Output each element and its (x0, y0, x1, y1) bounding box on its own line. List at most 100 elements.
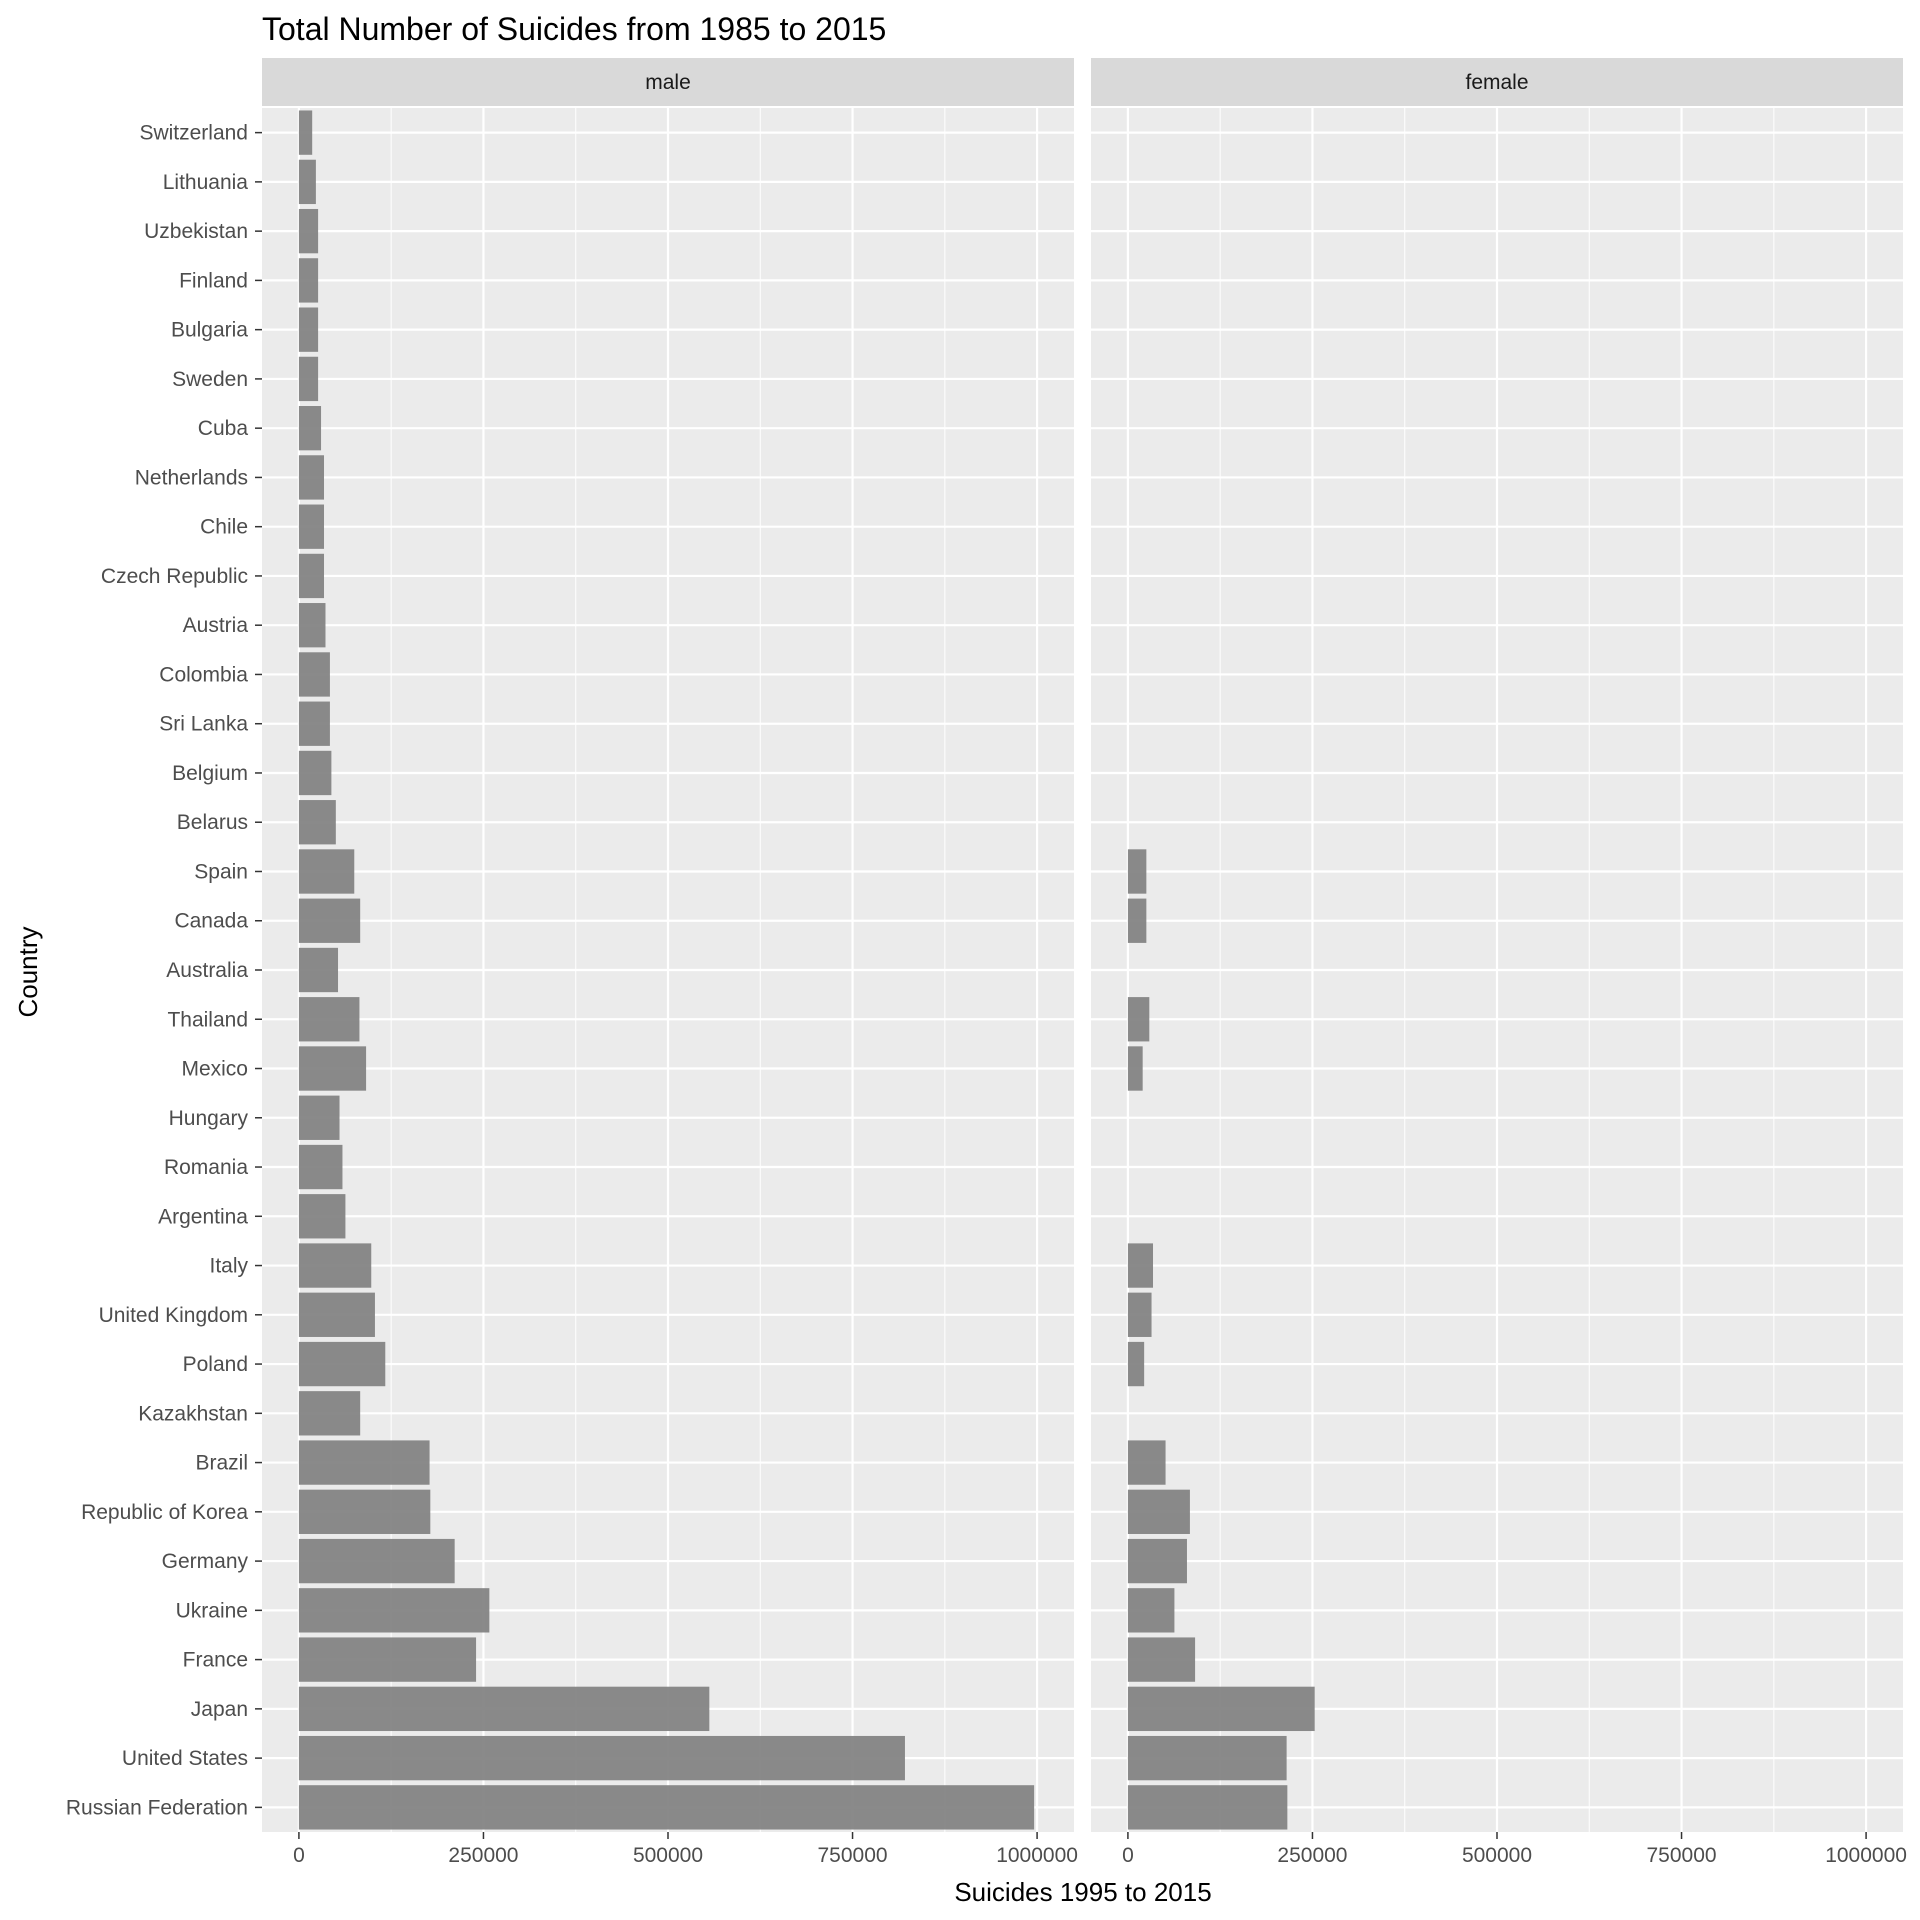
y-tick-label-republic-of-korea: Republic of Korea (81, 1501, 248, 1524)
y-tick-label-romania: Romania (164, 1156, 248, 1179)
bar-male-bulgaria (298, 307, 319, 352)
y-tick-label-mexico: Mexico (181, 1058, 248, 1081)
x-tick-label: 250000 (1277, 1844, 1347, 1867)
y-tick-label-czech-republic: Czech Republic (101, 565, 248, 588)
bar-male-italy (298, 1243, 372, 1288)
y-tick-label-united-kingdom: United Kingdom (99, 1304, 248, 1327)
bar-male-belarus (298, 800, 336, 845)
y-tick-label-netherlands: Netherlands (135, 466, 248, 489)
bar-male-uzbekistan (298, 208, 319, 254)
y-tick-label-switzerland: Switzerland (139, 122, 248, 145)
bar-male-lithuania (298, 159, 316, 205)
bar-female-germany (1127, 1538, 1187, 1584)
x-axis-female: 0 250000 500000 750000 1000000 (1122, 1832, 1907, 1867)
facet-strip-label: female (1465, 71, 1528, 94)
chart-title: Total Number of Suicides from 1985 to 20… (262, 11, 886, 47)
facet-strip (262, 58, 1074, 106)
bar-male-finland (298, 258, 319, 303)
facet-panels: male 0 250000 500000 750000 1000000 female 0 250… (262, 58, 1907, 1867)
bar-female-brazil (1127, 1440, 1166, 1485)
y-tick-label-finland: Finland (179, 269, 248, 292)
y-tick-label-belarus: Belarus (177, 811, 248, 834)
x-tick-label: 250000 (448, 1844, 518, 1867)
bar-female-united-states (1127, 1735, 1287, 1781)
y-tick-label-russian-federation: Russian Federation (66, 1796, 248, 1819)
y-axis: Switzerland Lithuania Uzbekistan Finland Bul… (66, 122, 262, 1819)
bar-male-france (298, 1637, 477, 1682)
bar-male-ukraine (298, 1588, 490, 1633)
y-axis-title: Country (13, 926, 43, 1017)
bar-male-sweden (298, 356, 319, 402)
bar-female-italy (1127, 1243, 1154, 1288)
bar-male-canada (298, 898, 361, 943)
bar-male-republic-of-korea (298, 1489, 431, 1534)
x-tick-label: 1000000 (996, 1844, 1078, 1867)
y-tick-label-australia: Australia (166, 959, 248, 982)
bar-female-japan (1127, 1686, 1315, 1732)
y-tick-label-sri-lanka: Sri Lanka (159, 713, 248, 736)
y-tick-label-argentina: Argentina (158, 1205, 248, 1228)
bar-female-mexico (1127, 1046, 1143, 1091)
bar-male-thailand (298, 997, 360, 1042)
bar-male-cuba (298, 406, 322, 451)
x-tick-label: 0 (293, 1844, 305, 1867)
y-tick-label-bulgaria: Bulgaria (171, 319, 248, 342)
y-tick-label-chile: Chile (200, 516, 248, 539)
facet-strip (1091, 58, 1903, 106)
bar-male-switzerland (298, 110, 313, 155)
y-tick-label-cuba: Cuba (198, 417, 249, 440)
y-tick-label-sweden: Sweden (172, 368, 248, 391)
bar-female-thailand (1127, 997, 1150, 1042)
bar-female-spain (1127, 849, 1147, 894)
x-axis-title: Suicides 1995 to 2015 (954, 1877, 1211, 1907)
y-tick-label-italy: Italy (209, 1255, 248, 1278)
y-tick-label-lithuania: Lithuania (163, 171, 249, 194)
y-tick-label-france: France (183, 1649, 248, 1672)
x-tick-label: 750000 (818, 1844, 888, 1867)
x-tick-label: 1000000 (1825, 1844, 1907, 1867)
bar-male-austria (298, 603, 326, 648)
x-tick-label: 500000 (1462, 1844, 1532, 1867)
bar-male-poland (298, 1341, 386, 1387)
y-tick-label-ukraine: Ukraine (176, 1599, 248, 1622)
x-tick-label: 0 (1122, 1844, 1134, 1867)
y-tick-label-austria: Austria (183, 614, 249, 637)
bar-male-mexico (298, 1046, 367, 1091)
bar-male-australia (298, 947, 339, 993)
y-tick-label-colombia: Colombia (159, 663, 248, 686)
bar-male-spain (298, 849, 355, 894)
panel-female: female 0 250000 500000 750000 1000000 (1091, 58, 1907, 1867)
y-tick-label-poland: Poland (183, 1353, 248, 1376)
bar-female-united-kingdom (1127, 1292, 1152, 1337)
y-tick-label-germany: Germany (162, 1550, 249, 1573)
bar-male-brazil (298, 1440, 430, 1485)
bar-male-germany (298, 1538, 455, 1584)
y-tick-label-brazil: Brazil (195, 1452, 248, 1475)
bars-male (298, 110, 1035, 1830)
y-tick-label-japan: Japan (191, 1698, 248, 1721)
x-tick-label: 750000 (1647, 1844, 1717, 1867)
bar-male-netherlands (298, 455, 325, 500)
y-tick-label-kazakhstan: Kazakhstan (138, 1402, 248, 1425)
y-tick-label-spain: Spain (194, 860, 248, 883)
bar-male-japan (298, 1686, 710, 1732)
bar-male-united-kingdom (298, 1292, 375, 1337)
bars-female (1127, 849, 1315, 1830)
bar-male-chile (298, 504, 325, 549)
bar-male-hungary (298, 1095, 340, 1140)
y-tick-label-belgium: Belgium (172, 762, 248, 785)
bar-female-poland (1127, 1341, 1145, 1387)
y-tick-label-uzbekistan: Uzbekistan (144, 220, 248, 243)
y-tick-label-canada: Canada (174, 910, 248, 933)
bar-female-russian-federation (1127, 1785, 1288, 1830)
panel-male: male 0 250000 500000 750000 1000000 (262, 58, 1078, 1867)
y-tick-label-thailand: Thailand (167, 1008, 248, 1031)
y-tick-label-united-states: United States (122, 1747, 248, 1770)
bar-male-czech-republic (298, 553, 325, 599)
x-axis-male: 0 250000 500000 750000 1000000 (293, 1832, 1078, 1867)
bar-male-kazakhstan (298, 1391, 361, 1436)
bar-male-colombia (298, 652, 330, 697)
bar-female-ukraine (1127, 1588, 1175, 1633)
bar-female-republic-of-korea (1127, 1489, 1190, 1534)
